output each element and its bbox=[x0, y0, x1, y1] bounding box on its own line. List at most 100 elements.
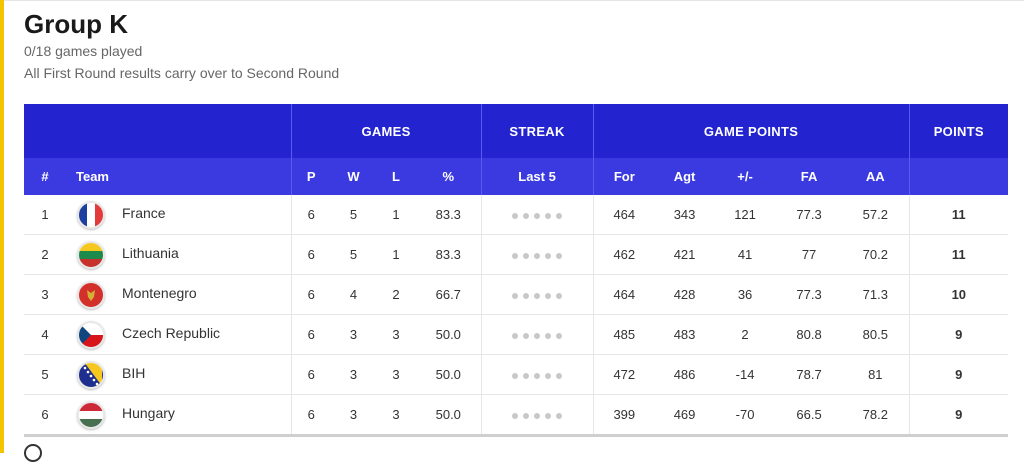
pct-cell: 83.3 bbox=[416, 234, 482, 275]
team-name[interactable]: BIH bbox=[122, 364, 146, 381]
col-played[interactable]: P bbox=[290, 158, 331, 195]
rank-cell: 6 bbox=[24, 394, 66, 437]
aa-cell: 71.3 bbox=[842, 274, 910, 315]
table-row[interactable]: 4 Czech Republic 6 3 3 50.0 485 483 bbox=[24, 314, 1009, 355]
table-row[interactable]: 3 Montenegro 6 4 2 66.7 464 428 bbox=[24, 274, 1009, 315]
for-cell: 472 bbox=[592, 354, 656, 395]
losses-cell: 3 bbox=[376, 394, 416, 437]
fa-cell: 80.8 bbox=[776, 314, 843, 355]
czech-flag-icon bbox=[76, 320, 106, 350]
points-cell: 11 bbox=[908, 234, 1009, 275]
for-cell: 464 bbox=[592, 274, 656, 315]
fa-cell: 78.7 bbox=[776, 354, 843, 395]
losses-cell: 3 bbox=[376, 354, 416, 395]
info-icon[interactable] bbox=[24, 444, 42, 462]
col-wins[interactable]: W bbox=[331, 158, 376, 195]
diff-cell: -14 bbox=[714, 354, 777, 395]
carry-over-note: All First Round results carry over to Se… bbox=[24, 65, 340, 81]
played-cell: 6 bbox=[290, 274, 331, 315]
played-cell: 6 bbox=[290, 314, 331, 355]
for-cell: 399 bbox=[592, 394, 656, 437]
fa-cell: 66.5 bbox=[776, 394, 843, 437]
points-cell: 11 bbox=[908, 195, 1009, 235]
aa-cell: 81 bbox=[842, 354, 910, 395]
column-header-row: # Team P W L % Last 5 For Agt +/- FA AA bbox=[24, 158, 1009, 195]
points-cell: 9 bbox=[908, 394, 1009, 437]
accent-bar bbox=[0, 0, 4, 453]
points-cell: 9 bbox=[908, 354, 1009, 395]
bih-flag-icon bbox=[76, 360, 106, 390]
for-cell: 485 bbox=[592, 314, 656, 355]
played-cell: 6 bbox=[290, 195, 331, 235]
wins-cell: 4 bbox=[331, 274, 376, 315]
losses-cell: 1 bbox=[376, 234, 416, 275]
losses-cell: 1 bbox=[376, 195, 416, 235]
table-row[interactable]: 2 Lithuania 6 5 1 83.3 462 421 41 77 bbox=[24, 234, 1009, 275]
team-name[interactable]: Czech Republic bbox=[122, 324, 221, 341]
played-cell: 6 bbox=[290, 394, 331, 437]
pct-cell: 83.3 bbox=[416, 195, 482, 235]
col-diff[interactable]: +/- bbox=[714, 158, 777, 195]
col-points[interactable] bbox=[908, 158, 1009, 195]
pct-cell: 66.7 bbox=[416, 274, 482, 315]
streak-header: STREAK bbox=[480, 104, 594, 158]
wins-cell: 3 bbox=[331, 354, 376, 395]
team-name[interactable]: Montenegro bbox=[122, 284, 197, 301]
lithuania-flag-icon bbox=[76, 240, 106, 270]
losses-cell: 2 bbox=[376, 274, 416, 315]
pct-cell: 50.0 bbox=[416, 354, 482, 395]
table-row[interactable]: 1 France 6 5 1 83.3 464 343 121 77.3 bbox=[24, 195, 1009, 235]
streak-cell bbox=[480, 195, 594, 235]
aa-cell: 80.5 bbox=[842, 314, 910, 355]
team-name[interactable]: Hungary bbox=[122, 404, 175, 421]
montenegro-flag-icon bbox=[76, 280, 106, 310]
pct-cell: 50.0 bbox=[416, 394, 482, 437]
col-aa[interactable]: AA bbox=[842, 158, 910, 195]
team-name[interactable]: France bbox=[122, 204, 166, 221]
games-header: GAMES bbox=[290, 104, 482, 158]
wins-cell: 5 bbox=[331, 234, 376, 275]
wins-cell: 3 bbox=[331, 314, 376, 355]
table-row[interactable]: 6 Hungary 6 3 3 50.0 399 469 -70 66.5 bbox=[24, 394, 1009, 437]
france-flag-icon bbox=[76, 200, 106, 230]
col-for[interactable]: For bbox=[592, 158, 656, 195]
team-cell[interactable]: Lithuania bbox=[66, 234, 291, 275]
streak-cell bbox=[480, 354, 594, 395]
for-cell: 462 bbox=[592, 234, 656, 275]
hungary-flag-icon bbox=[76, 400, 106, 430]
points-cell: 9 bbox=[908, 314, 1009, 355]
against-cell: 486 bbox=[655, 354, 715, 395]
against-cell: 421 bbox=[655, 234, 715, 275]
col-against[interactable]: Agt bbox=[655, 158, 715, 195]
col-pct[interactable]: % bbox=[416, 158, 482, 195]
team-name[interactable]: Lithuania bbox=[122, 244, 179, 261]
rank-cell: 3 bbox=[24, 274, 66, 315]
fa-cell: 77 bbox=[776, 234, 843, 275]
rank-cell: 1 bbox=[24, 195, 66, 235]
game-points-header: GAME POINTS bbox=[592, 104, 910, 158]
against-cell: 469 bbox=[655, 394, 715, 437]
rank-cell: 2 bbox=[24, 234, 66, 275]
team-cell[interactable]: Czech Republic bbox=[66, 314, 291, 355]
team-cell[interactable]: France bbox=[66, 195, 291, 235]
col-fa[interactable]: FA bbox=[776, 158, 843, 195]
diff-cell: 41 bbox=[714, 234, 777, 275]
blank-header bbox=[24, 104, 291, 158]
team-cell[interactable]: Montenegro bbox=[66, 274, 291, 315]
wins-cell: 3 bbox=[331, 394, 376, 437]
diff-cell: 121 bbox=[714, 195, 777, 235]
col-team[interactable]: Team bbox=[66, 158, 291, 195]
team-cell[interactable]: BIH bbox=[66, 354, 291, 395]
games-played: 0/18 games played bbox=[24, 43, 143, 59]
col-rank[interactable]: # bbox=[24, 158, 66, 195]
aa-cell: 57.2 bbox=[842, 195, 910, 235]
played-cell: 6 bbox=[290, 354, 331, 395]
standings-table: GAMES STREAK GAME POINTS POINTS # Team P… bbox=[24, 104, 1009, 437]
diff-cell: 36 bbox=[714, 274, 777, 315]
streak-cell bbox=[480, 314, 594, 355]
col-losses[interactable]: L bbox=[376, 158, 416, 195]
team-cell[interactable]: Hungary bbox=[66, 394, 291, 437]
table-row[interactable]: 5 BIH 6 3 3 50.0 472 bbox=[24, 354, 1009, 395]
pct-cell: 50.0 bbox=[416, 314, 482, 355]
fa-cell: 77.3 bbox=[776, 195, 843, 235]
